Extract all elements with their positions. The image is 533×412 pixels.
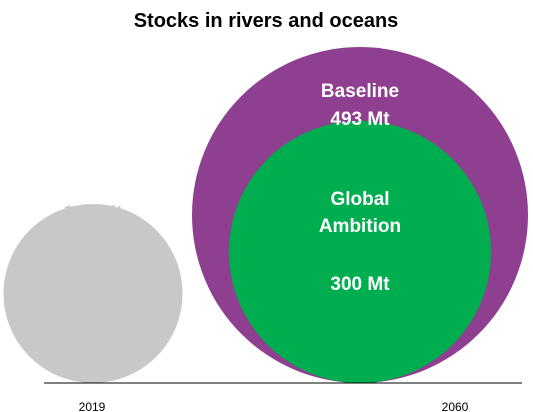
x-label-2019: 2019 bbox=[79, 400, 106, 412]
value-label-2019: 140 Mt bbox=[63, 203, 123, 224]
scenario-label-global-ambition-line: Ambition bbox=[319, 216, 401, 237]
bubble-2019 bbox=[3, 203, 183, 383]
scenario-label-global-ambition-line: Global bbox=[330, 189, 389, 210]
scenario-label-baseline: Baseline bbox=[321, 81, 399, 102]
x-label-2060: 2060 bbox=[442, 400, 469, 412]
scenario-label-global-ambition: Global Ambition bbox=[319, 189, 401, 237]
bubble-2060-global-ambition bbox=[228, 120, 492, 383]
chart-title: Stocks in rivers and oceans bbox=[134, 10, 399, 32]
value-label-baseline: 493 Mt bbox=[330, 109, 390, 130]
value-label-global-ambition: 300 Mt bbox=[330, 274, 390, 295]
